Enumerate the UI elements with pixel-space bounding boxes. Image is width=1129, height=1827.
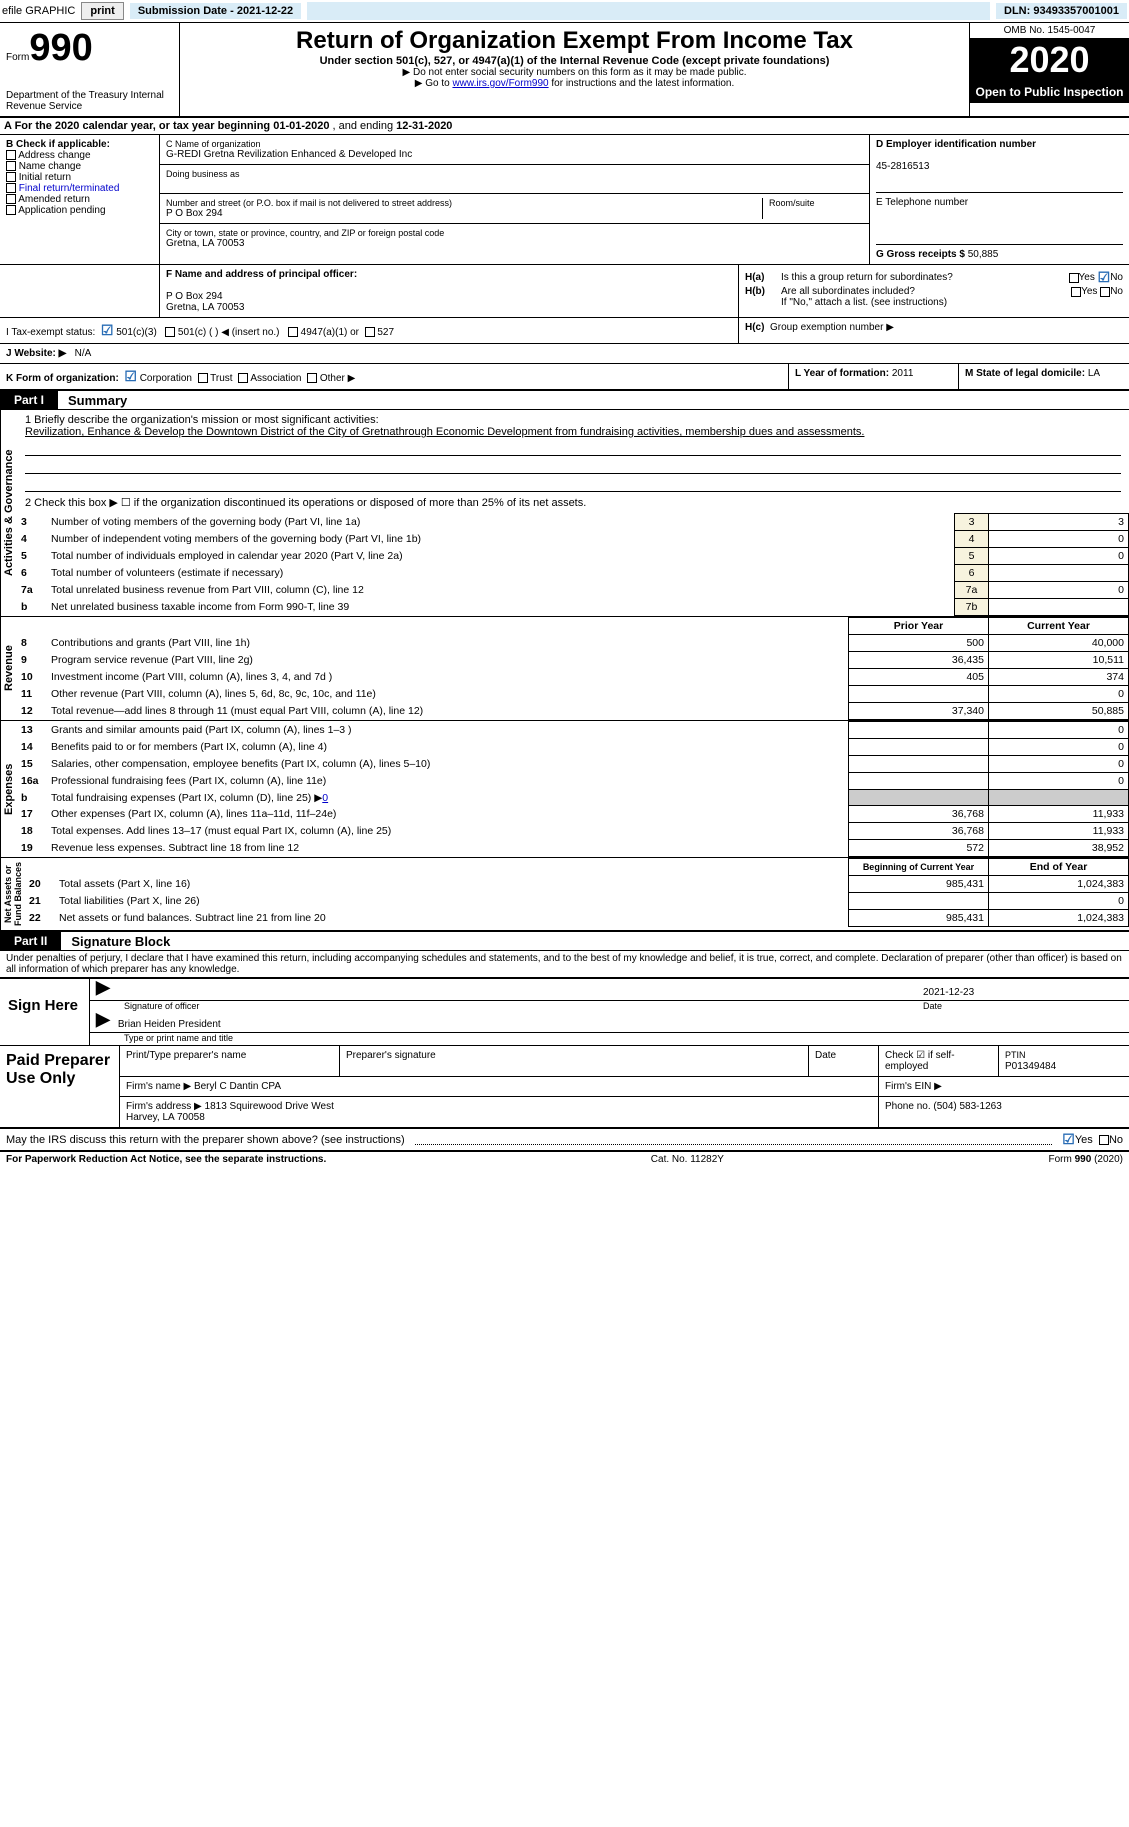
street-label: Number and street (or P.O. box if mail i…	[166, 198, 756, 208]
paid-preparer-block: Paid Preparer Use Only Print/Type prepar…	[0, 1046, 1129, 1129]
row-i-hc: I Tax-exempt status: ☑ 501(c)(3) 501(c) …	[0, 318, 1129, 344]
line-1a: 1 Briefly describe the organization's mi…	[25, 414, 1121, 426]
f-label: F Name and address of principal officer:	[166, 269, 357, 280]
e-label: E Telephone number	[876, 197, 968, 208]
row-j: J Website: ▶ N/A	[0, 344, 1129, 364]
g-value: 50,885	[968, 249, 999, 260]
i-label: I Tax-exempt status:	[6, 327, 95, 338]
footer-right: Form 990 (2020)	[1049, 1154, 1124, 1165]
cb-address: Address change	[18, 150, 90, 161]
line-2: 2 Check this box ▶ ☐ if the organization…	[25, 496, 1121, 509]
row-f-h: F Name and address of principal officer:…	[0, 265, 1129, 318]
room-label: Room/suite	[769, 198, 863, 208]
revenue-section: Revenue Prior YearCurrent Year 8Contribu…	[0, 617, 1129, 721]
h-a: Is this a group return for subordinates?	[781, 272, 1069, 283]
arrow-icon: ▶	[96, 1009, 110, 1030]
firm-name: Beryl C Dantin CPA	[194, 1081, 281, 1092]
section-b-to-g: B Check if applicable: Address change Na…	[0, 135, 1129, 265]
c-label: C Name of organization	[166, 139, 863, 149]
fundraising-link[interactable]: 0	[322, 792, 328, 804]
city-label: City or town, state or province, country…	[166, 228, 863, 238]
paid-prep-label: Paid Preparer Use Only	[0, 1046, 120, 1127]
expenses-section: Expenses 13Grants and similar amounts pa…	[0, 721, 1129, 858]
form-word: Form	[6, 52, 29, 63]
j-value: N/A	[75, 348, 92, 359]
f-addr1: P O Box 294	[166, 291, 223, 302]
submission-date: Submission Date - 2021-12-22	[130, 3, 301, 19]
cb-final: Final return/terminated	[19, 183, 120, 194]
sign-here-block: Sign Here ▶ 2021-12-23 Signature of offi…	[0, 977, 1129, 1046]
footer-mid: Cat. No. 11282Y	[651, 1154, 724, 1165]
arrow-icon: ▶	[96, 977, 110, 998]
sig-declaration: Under penalties of perjury, I declare th…	[0, 951, 1129, 977]
dln: DLN: 93493357001001	[996, 3, 1127, 19]
h-b: Are all subordinates included?	[781, 286, 1071, 297]
efile-label: efile GRAPHIC	[2, 5, 75, 17]
discuss-row: May the IRS discuss this return with the…	[0, 1129, 1129, 1151]
netassets-section: Net Assets orFund Balances Beginning of …	[0, 858, 1129, 931]
f-addr2: Gretna, LA 70053	[166, 302, 244, 313]
org-name: G-REDI Gretna Revilization Enhanced & De…	[166, 149, 863, 160]
form-header: Form990 Department of the Treasury Inter…	[0, 23, 1129, 118]
footer: For Paperwork Reduction Act Notice, see …	[0, 1151, 1129, 1167]
row-a: A For the 2020 calendar year, or tax yea…	[0, 118, 1129, 135]
sign-here-label: Sign Here	[0, 979, 90, 1045]
firm-phone: (504) 583-1263	[933, 1101, 1001, 1112]
cb-application: Application pending	[18, 205, 105, 216]
sig-date: 2021-12-23	[923, 987, 1123, 998]
m-value: LA	[1088, 368, 1100, 379]
footer-left: For Paperwork Reduction Act Notice, see …	[6, 1154, 326, 1165]
k-label: K Form of organization:	[6, 373, 119, 384]
l-value: 2011	[892, 368, 914, 379]
omb-number: OMB No. 1545-0047	[970, 23, 1129, 39]
g-label: G Gross receipts $	[876, 249, 968, 260]
subtitle-3: ▶ Go to www.irs.gov/Form990 for instruct…	[186, 78, 963, 89]
form-title: Return of Organization Exempt From Incom…	[186, 27, 963, 55]
cb-amended: Amended return	[18, 194, 90, 205]
j-label: J Website: ▶	[6, 348, 66, 359]
row-k-l-m: K Form of organization: ☑ Corporation Tr…	[0, 364, 1129, 390]
print-button[interactable]: print	[81, 2, 123, 20]
city-value: Gretna, LA 70053	[166, 238, 863, 249]
vlabel-expenses: Expenses	[0, 721, 17, 857]
cb-name: Name change	[19, 161, 81, 172]
part-2-header: Part II Signature Block	[0, 931, 1129, 951]
tax-year: 2020	[970, 39, 1129, 81]
subtitle-2: ▶ Do not enter social security numbers o…	[186, 67, 963, 78]
street-value: P O Box 294	[166, 208, 756, 219]
activities-governance: Activities & Governance 1 Briefly descri…	[0, 410, 1129, 617]
cb-initial: Initial return	[19, 172, 71, 183]
d-label: D Employer identification number	[876, 139, 1036, 150]
subtitle-1: Under section 501(c), 527, or 4947(a)(1)…	[186, 55, 963, 67]
vlabel-netassets: Net Assets orFund Balances	[0, 858, 25, 930]
h-note: If "No," attach a list. (see instruction…	[745, 297, 1123, 308]
spacer	[307, 2, 990, 20]
part-1-header: Part I Summary	[0, 390, 1129, 410]
open-to-public: Open to Public Inspection	[970, 81, 1129, 103]
line-1b: Revilization, Enhance & Develop the Down…	[25, 426, 1121, 438]
b-header: B Check if applicable:	[6, 139, 110, 150]
top-bar: efile GRAPHIC print Submission Date - 20…	[0, 0, 1129, 23]
officer-name: Brian Heiden President	[118, 1019, 221, 1030]
irs-link[interactable]: www.irs.gov/Form990	[452, 78, 548, 89]
vlabel-activities: Activities & Governance	[0, 410, 17, 616]
form-number: 990	[29, 27, 92, 69]
h-c: Group exemption number ▶	[770, 322, 894, 333]
vlabel-revenue: Revenue	[0, 617, 17, 720]
dba-label: Doing business as	[166, 169, 863, 179]
dept-label: Department of the Treasury Internal Reve…	[6, 90, 173, 112]
ein-value: 45-2816513	[876, 161, 929, 172]
ptin: P01349484	[1005, 1061, 1056, 1072]
